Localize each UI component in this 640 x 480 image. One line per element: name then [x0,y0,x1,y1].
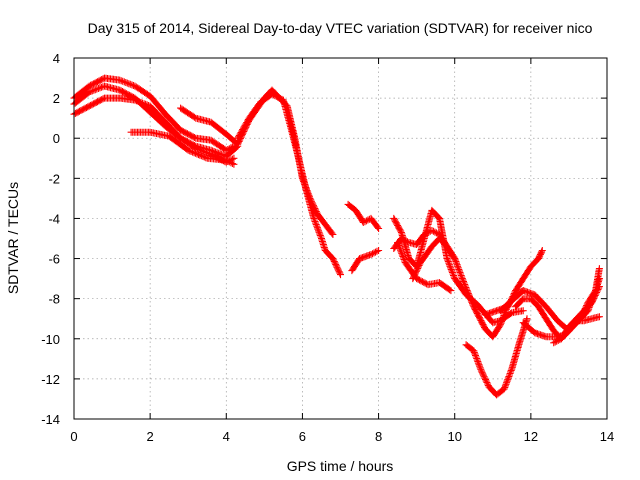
series-marks [70,82,242,160]
series-marks [70,94,238,166]
series-arc-13 [462,315,531,399]
series-marks [550,283,603,347]
series-arc-7 [344,200,383,232]
x-tick-label: 6 [299,429,306,444]
series-arc-6 [234,90,344,279]
y-tick-label: -14 [41,412,60,427]
y-axis-title: SDTVAR / TECUs [5,182,21,294]
y-tick-labels: -14 -12 -10 -8 -6 -4 -2 0 2 4 [41,51,60,427]
x-tick-label: 4 [223,429,230,444]
y-tick-label: -6 [48,252,60,267]
series-arc-12 [409,235,527,341]
y-tick-label: 0 [53,131,60,146]
series-arc-18 [550,283,603,347]
x-tick-label: 2 [147,429,154,444]
data-series [70,74,603,399]
plot-frame [73,57,608,420]
x-tick-labels: 0 2 4 6 8 10 12 14 [70,429,614,444]
x-tick-label: 12 [524,429,538,444]
grid [74,58,607,419]
series-marks [234,90,344,279]
series-marks [462,315,531,399]
y-tick-label: -4 [48,211,60,226]
series-marks [481,247,546,319]
series-arc-1 [70,94,238,166]
series-marks [348,247,383,275]
series-marks [344,200,383,232]
y-tick-label: -10 [41,332,60,347]
series-arc-4 [127,128,238,168]
chart-title: Day 315 of 2014, Sidereal Day-to-day VTE… [88,20,593,36]
series-arc-17 [481,247,546,319]
series-arc-2 [70,82,242,160]
y-tick-label: 2 [53,91,60,106]
x-axis-title: GPS time / hours [287,458,394,474]
y-tick-label: -2 [48,171,60,186]
y-tick-label: 4 [53,51,60,66]
series-marks [409,235,527,341]
series-arc-8 [348,247,383,275]
series-marks [127,128,238,168]
x-tick-label: 8 [375,429,382,444]
x-tick-label: 10 [447,429,461,444]
x-tick-label: 0 [70,429,77,444]
x-tick-label: 14 [600,429,614,444]
y-tick-label: -12 [41,372,60,387]
y-tick-label: -8 [48,292,60,307]
